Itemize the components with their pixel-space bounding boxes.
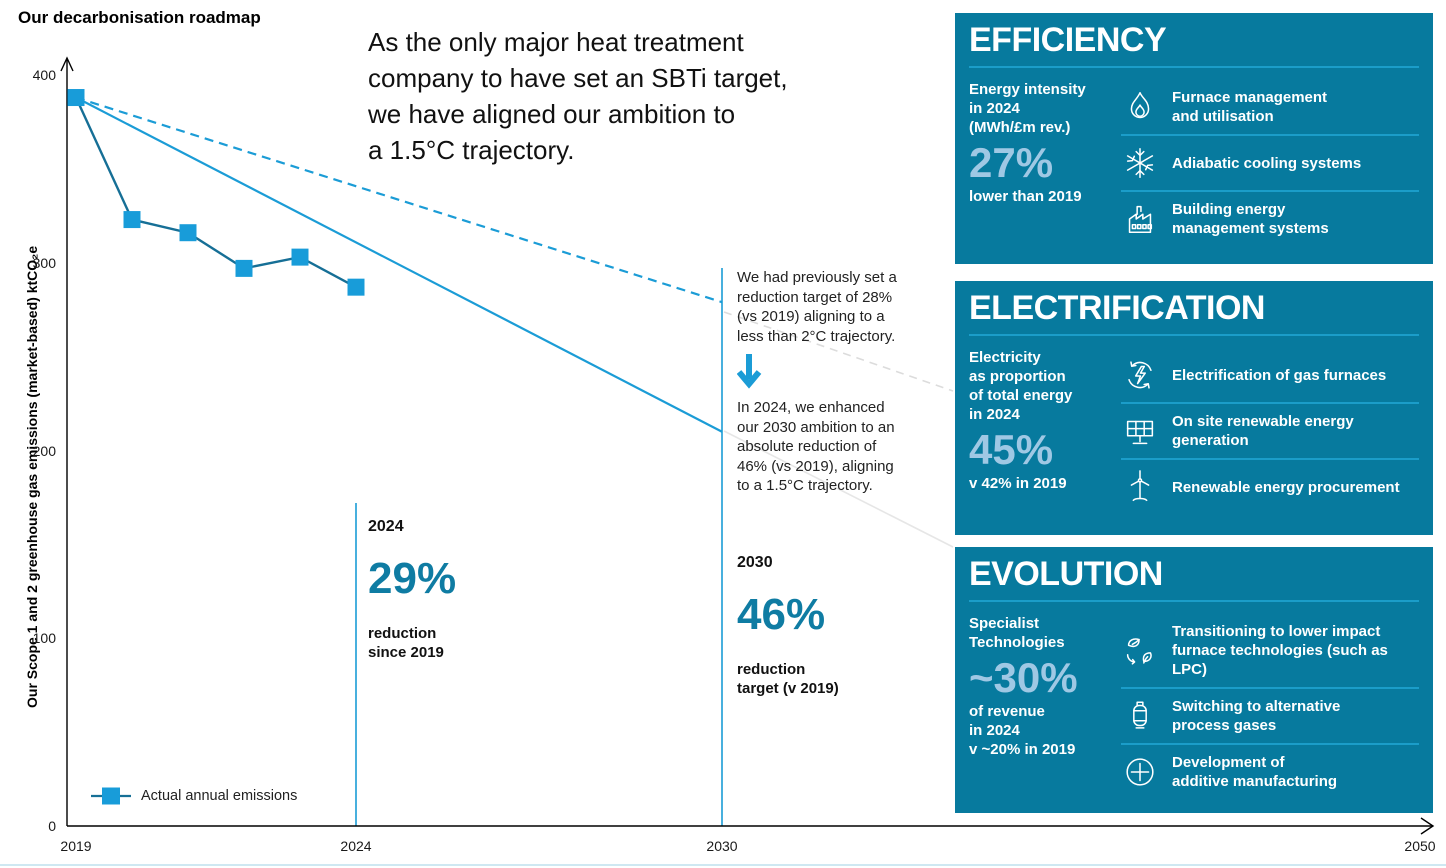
efficiency-item-building: Building energy management systems	[1121, 192, 1419, 246]
trajectory-solid-line	[75, 96, 723, 433]
stat-2024-caption: reduction since 2019	[368, 625, 444, 661]
efficiency-item-cooling-label: Adiabatic cooling systems	[1172, 154, 1362, 172]
panel-efficiency-title: EFFICIENCY	[969, 17, 1419, 68]
circle-plus-icon	[1121, 753, 1159, 791]
stat-2030-value: 46%	[737, 590, 826, 639]
y-tick-400: 400	[32, 67, 56, 83]
evolution-stat-label: Specialist Technologies	[969, 615, 1065, 651]
solar-panel-icon	[1121, 412, 1159, 450]
leaves-icon	[1121, 632, 1159, 670]
evolution-stat: Specialist Technologies ~30% of revenue …	[969, 614, 1121, 799]
electrification-stat: Electricity as proportion of total energ…	[969, 348, 1121, 514]
x-tick-2024: 2024	[340, 838, 372, 854]
evolution-stat-value: ~30%	[969, 654, 1078, 701]
legend-label: Actual annual emissions	[141, 788, 298, 804]
gas-cylinder-icon	[1121, 697, 1159, 735]
efficiency-item-cooling: Adiabatic cooling systems	[1121, 136, 1419, 192]
data-point-2021	[179, 224, 197, 242]
efficiency-stat: Energy intensity in 2024 (MWh/£m rev.) 2…	[969, 80, 1121, 246]
efficiency-stat-label: Energy intensity in 2024 (MWh/£m rev.)	[969, 81, 1086, 136]
stat-2024-value: 29%	[368, 554, 457, 603]
data-point-2019	[67, 89, 85, 107]
stat-2024-year: 2024	[368, 518, 404, 535]
snowflake-icon	[1121, 144, 1159, 182]
flame-icon	[1121, 88, 1159, 126]
sbti-quote: As the only major heat treatment company…	[368, 27, 788, 165]
stat-2030-target: 2030 46% reduction target (v 2019)	[737, 536, 839, 716]
y-tick-0: 0	[48, 818, 56, 834]
down-arrow-icon	[736, 352, 763, 395]
stat-2030-caption: reduction target (v 2019)	[737, 661, 839, 697]
chart-legend: Actual annual emissions	[90, 786, 297, 806]
panel-evolution: EVOLUTION Specialist Technologies ~30% o…	[955, 547, 1433, 813]
stat-2024-reduction: 2024 29% reduction since 2019	[368, 500, 456, 680]
electrification-item-procurement-label: Renewable energy procurement	[1172, 478, 1400, 496]
y-axis-arrow	[60, 56, 74, 72]
electric-bolt-icon	[1121, 356, 1159, 394]
bottom-divider	[0, 864, 1446, 866]
annotation-enhanced-target: In 2024, we enhanced our 2030 ambition t…	[737, 399, 895, 494]
electrification-item-onsite: On site renewable energy generation	[1121, 404, 1419, 460]
efficiency-stat-value: 27%	[969, 139, 1054, 186]
electrification-item-furnaces-label: Electrification of gas furnaces	[1172, 366, 1387, 384]
evolution-item-additive: Development of additive manufacturing	[1121, 745, 1419, 799]
y-tick-100: 100	[32, 630, 56, 647]
electrification-item-procurement: Renewable energy procurement	[1121, 460, 1419, 514]
evolution-item-gases-label: Switching to alternative process gases	[1172, 698, 1341, 734]
x-axis-arrow	[1420, 817, 1435, 835]
page-title: Our decarbonisation roadmap	[18, 8, 261, 27]
electrification-stat-sub: v 42% in 2019	[969, 475, 1067, 492]
evolution-stat-sub: of revenue in 2024 v ~20% in 2019	[969, 703, 1076, 758]
wind-turbine-icon	[1121, 468, 1159, 506]
evolution-item-lpc-label: Transitioning to lower impact furnace te…	[1172, 623, 1388, 678]
stat-2030-year: 2030	[737, 554, 773, 571]
y-tick-200: 200	[32, 442, 56, 459]
x-tick-2050: 2050	[1404, 838, 1436, 854]
electrification-stat-label: Electricity as proportion of total energ…	[969, 349, 1073, 423]
data-point-2023	[291, 248, 309, 266]
x-tick-2030: 2030	[706, 838, 738, 854]
electrification-item-onsite-label: On site renewable energy generation	[1172, 413, 1354, 449]
panel-efficiency: EFFICIENCY Energy intensity in 2024 (MWh…	[955, 13, 1433, 264]
trajectory-dashed-line	[75, 96, 723, 304]
efficiency-stat-sub: lower than 2019	[969, 188, 1082, 205]
connector-solid-line	[723, 430, 954, 548]
panel-evolution-title: EVOLUTION	[969, 551, 1419, 602]
data-point-2022	[235, 259, 253, 277]
efficiency-item-furnace: Furnace management and utilisation	[1121, 80, 1419, 136]
factory-icon	[1121, 200, 1159, 238]
x-tick-2019: 2019	[60, 838, 92, 854]
evolution-item-additive-label: Development of additive manufacturing	[1172, 754, 1338, 790]
annotation-previous-target: We had previously set a reduction target…	[737, 269, 897, 345]
efficiency-item-building-label: Building energy management systems	[1172, 201, 1329, 237]
data-point-2020	[123, 211, 141, 229]
panel-electrification-title: ELECTRIFICATION	[969, 285, 1419, 336]
electrification-stat-value: 45%	[969, 426, 1054, 473]
panel-electrification: ELECTRIFICATION Electricity as proportio…	[955, 281, 1433, 535]
actual-emissions-line	[74, 97, 357, 289]
evolution-item-gases: Switching to alternative process gases	[1121, 689, 1419, 745]
evolution-item-lpc: Transitioning to lower impact furnace te…	[1121, 614, 1419, 689]
connector-dashed-line	[723, 311, 954, 392]
efficiency-item-furnace-label: Furnace management and utilisation	[1172, 89, 1328, 125]
data-point-2024	[347, 278, 365, 296]
y-tick-300: 300	[32, 254, 56, 271]
legend-marker-icon	[91, 787, 131, 805]
electrification-item-furnaces: Electrification of gas furnaces	[1121, 348, 1419, 404]
